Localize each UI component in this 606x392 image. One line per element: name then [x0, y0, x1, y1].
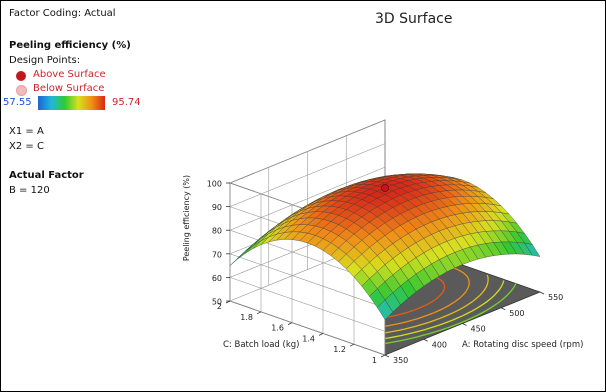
c-tick-label: 2 — [217, 302, 222, 311]
factor-coding-label: Factor Coding: Actual — [9, 8, 116, 19]
a-tick — [539, 291, 545, 295]
z-tick-label: 100 — [207, 180, 222, 189]
range-max-label: 95.74 — [112, 97, 141, 108]
c-tick-label: 1.6 — [271, 324, 284, 333]
factor-x2-label: X2 = C — [9, 141, 44, 152]
c-tick — [380, 354, 386, 358]
a-tick-label: 450 — [471, 325, 486, 334]
z-axis-title: Peeling efficiency (%) — [182, 175, 191, 261]
a-tick-label: 500 — [509, 309, 524, 318]
design-points-label: Design Points: — [9, 55, 81, 66]
c-tick — [287, 322, 293, 325]
axes: 50 60 70 80 90 100 350 400 450 500 550 1 1.2 1.4 1.6 1.… — [182, 175, 583, 365]
below-surface-label: Below Surface — [33, 83, 105, 94]
c-tick — [256, 311, 262, 315]
c-tick-label: 1 — [372, 356, 377, 365]
c-tick — [318, 333, 324, 336]
z-tick-label: 80 — [212, 227, 222, 236]
actual-factor-value: B = 120 — [9, 185, 50, 196]
range-min-label: 57.55 — [3, 97, 32, 108]
factor-x1-label: X1 = A — [9, 126, 44, 137]
actual-factor-heading: Actual Factor — [9, 170, 84, 181]
a-tick-label: 550 — [548, 293, 563, 302]
c-tick-label: 1.4 — [302, 334, 315, 343]
z-tick-label: 90 — [212, 203, 222, 212]
response-surface — [229, 173, 541, 320]
colorscale-bar — [38, 96, 105, 110]
a-tick — [501, 307, 506, 311]
y-axis-title: C: Batch load (kg) — [223, 340, 299, 350]
a-tick-label: 350 — [393, 356, 408, 365]
above-surface-dot-icon — [16, 71, 26, 81]
z-tick-label: 50 — [212, 298, 222, 307]
chart-title: 3D Surface — [375, 11, 453, 27]
floor-contour — [360, 283, 517, 348]
below-surface-dot-icon — [16, 85, 27, 96]
c-tick — [225, 300, 231, 304]
a-tick — [423, 338, 428, 342]
c-tick — [349, 343, 355, 347]
c-tick-label: 1.8 — [240, 313, 253, 322]
surface-cell — [377, 299, 394, 320]
design-point-above — [381, 184, 389, 192]
c-tick-label: 1.2 — [333, 345, 346, 354]
z-tick-label: 70 — [212, 250, 222, 259]
a-tick-label: 400 — [432, 340, 447, 349]
floor-contour — [351, 280, 505, 343]
design-points — [381, 184, 389, 192]
a-tick — [462, 323, 467, 326]
z-tick-label: 60 — [212, 274, 222, 283]
response-label: Peeling efficiency (%) — [9, 40, 131, 51]
a-tick — [384, 354, 390, 358]
x-axis-title: A: Rotating disc speed (rpm) — [462, 340, 583, 350]
above-surface-label: Above Surface — [33, 69, 106, 80]
